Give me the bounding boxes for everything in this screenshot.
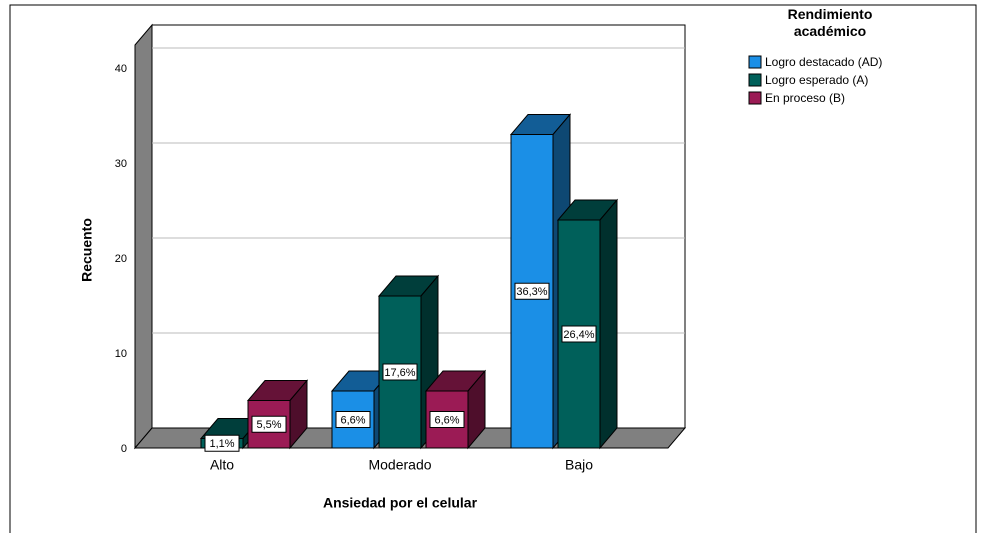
bar	[246, 379, 309, 450]
x-axis-label: Ansiedad por el celular	[323, 495, 478, 511]
value-label: 26,4%	[563, 329, 594, 341]
bar-side	[599, 198, 618, 450]
legend-label: Logro destacado (AD)	[765, 55, 882, 69]
bar	[556, 198, 619, 450]
value-label-box	[382, 363, 418, 381]
value-label-box	[335, 411, 371, 428]
y-tick-label: 40	[115, 63, 127, 75]
y-axis-label: Recuento	[79, 218, 95, 282]
value-label: 6,6%	[340, 414, 365, 426]
value-label: 36,3%	[516, 286, 547, 298]
value-label: 5,5%	[256, 419, 281, 431]
value-label-box	[251, 415, 287, 433]
value-label: 6,6%	[434, 414, 459, 426]
value-label: 1,1%	[209, 438, 234, 450]
legend-swatch	[748, 73, 762, 87]
x-tick-label: Alto	[210, 457, 234, 473]
value-label-box	[561, 325, 597, 343]
value-label-box	[429, 411, 465, 428]
y-tick-label: 30	[115, 158, 127, 170]
y-tick-label: 10	[115, 348, 127, 360]
value-label: 17,6%	[384, 367, 415, 379]
left-wall	[134, 23, 153, 450]
legend-label: Logro esperado (A)	[765, 73, 868, 87]
value-label-box	[204, 434, 240, 452]
frame	[9, 4, 977, 533]
legend-title: Rendimiento académico	[787, 6, 873, 39]
legend-label: En proceso (B)	[765, 91, 845, 105]
bar	[424, 369, 487, 450]
legend-swatch	[748, 91, 762, 105]
y-tick-label: 20	[115, 253, 127, 265]
x-tick-label: Bajo	[565, 457, 593, 473]
legend-swatch	[748, 55, 762, 69]
x-tick-label: Moderado	[368, 457, 431, 473]
y-tick-label: 0	[121, 443, 127, 455]
value-label-box	[514, 282, 550, 300]
